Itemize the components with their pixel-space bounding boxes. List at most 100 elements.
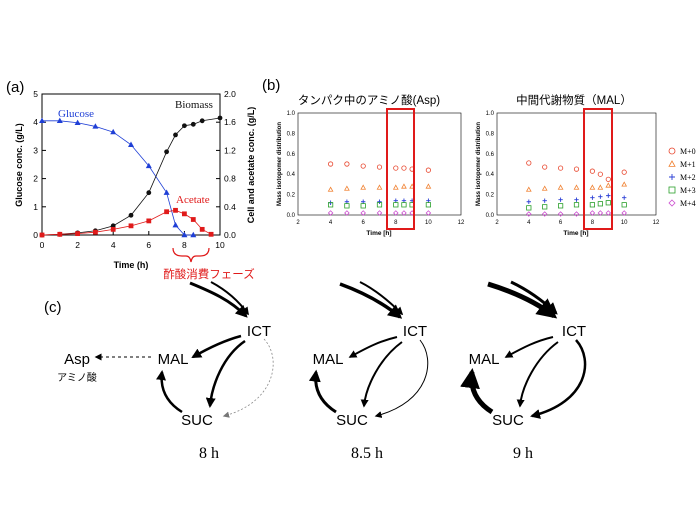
glucose-point xyxy=(128,141,134,147)
mal-x-tick-2: 6 xyxy=(559,220,563,226)
y-right-axis-label: Cell and acetate conc. (g/L) xyxy=(246,107,256,224)
biomass-point xyxy=(182,123,187,129)
m-plus-0-point xyxy=(557,165,564,171)
ict-to-suc-minor-arrow xyxy=(530,339,587,419)
mal-y-tick-3: 0.6 xyxy=(486,152,495,158)
isotopomer-legend: M+0 M+1 M+2 M+3 M+4 xyxy=(668,147,696,208)
asp-x-tick-5: 12 xyxy=(458,220,465,226)
m-plus-0-point xyxy=(360,163,366,169)
m-plus-0-point xyxy=(589,168,596,174)
mal-chart-title: 中間代謝物質（MAL） xyxy=(516,93,632,107)
mal-node: MAL xyxy=(158,351,189,368)
legend-label: M+1 xyxy=(680,160,696,169)
m-plus-4-point xyxy=(327,210,334,216)
glucose-point xyxy=(190,231,197,238)
asp-x-tick-4: 10 xyxy=(425,220,432,226)
asp-y-tick-2: 0.4 xyxy=(287,172,296,178)
mal-y-tick-1: 0.2 xyxy=(486,193,495,199)
asp-y-tick-0: 0.0 xyxy=(287,213,296,219)
legend-label: M+0 xyxy=(680,147,696,156)
asp-subtitle: アミノ酸 xyxy=(57,371,97,384)
m-plus-2-point xyxy=(426,198,431,203)
asp-y-tick-3: 0.6 xyxy=(287,152,296,158)
glucose-line xyxy=(42,120,194,236)
suc-to-mal-arrow xyxy=(460,368,494,415)
asp-y-tick-5: 1.0 xyxy=(287,111,296,117)
y-right-ticks: 0.0 0.4 0.8 1.2 1.6 2.0 xyxy=(216,89,236,240)
phase-annotation: 酢酸消費フェーズ xyxy=(163,267,254,281)
m-plus-1-point xyxy=(344,185,350,191)
m-plus-2-point xyxy=(606,193,611,198)
asp-x-tick-2: 6 xyxy=(362,220,366,226)
y-left-tick-5: 5 xyxy=(33,89,38,99)
m-plus-4-point xyxy=(589,210,596,216)
asp-y-tick-1: 0.2 xyxy=(287,193,296,199)
asp-chart-title: タンパク中のアミノ酸(Asp) xyxy=(298,93,440,107)
m-plus-2-point xyxy=(526,199,531,204)
mal-node: MAL xyxy=(469,351,500,368)
m-plus-1-point xyxy=(392,184,399,190)
panel-b-label: (b) xyxy=(262,77,280,94)
glucose-point xyxy=(172,221,179,228)
legend-label: M+2 xyxy=(680,173,696,182)
asp-x-ticks: 2 4 6 8 10 12 xyxy=(296,220,465,226)
ict-to-suc-arrow xyxy=(205,339,246,408)
m-plus-1-point xyxy=(401,183,407,189)
m-plus-4-point xyxy=(557,211,564,217)
ict-to-mal-arrow xyxy=(504,336,554,358)
mal-highlight-box xyxy=(583,108,613,230)
x-tick-0: 0 xyxy=(40,240,45,250)
m-plus-3-point xyxy=(558,203,564,209)
asp-x-tick-1: 4 xyxy=(329,220,333,226)
m-plus-4-point xyxy=(376,210,383,216)
m-plus-0-point xyxy=(376,164,383,170)
glucose-point xyxy=(181,231,188,238)
acetate-point xyxy=(128,223,134,229)
x-tick-6: 6 xyxy=(146,240,151,250)
m-plus-3-point xyxy=(393,202,399,208)
biomass-point xyxy=(146,190,152,196)
m-plus-2-point xyxy=(542,198,547,203)
ict-node: ICT xyxy=(562,323,586,340)
m-plus-4-point xyxy=(621,210,627,216)
legend-m-plus-2-icon xyxy=(669,174,675,180)
mal-x-axis-label: Time [h] xyxy=(563,230,588,237)
ict-node: ICT xyxy=(247,323,271,340)
m-plus-1-point xyxy=(573,184,580,190)
suc-to-mal-arrow xyxy=(308,369,337,414)
m-plus-4-point xyxy=(597,210,604,216)
m-plus-1-point xyxy=(525,186,532,192)
y-left-tick-2: 2 xyxy=(33,174,38,184)
panel-c-label: (c) xyxy=(44,299,62,316)
m-plus-1-point xyxy=(621,181,628,187)
time-label-8-5h: 8.5 h xyxy=(351,445,383,462)
asp-node: Asp xyxy=(64,351,90,368)
m-plus-4-point xyxy=(526,211,532,217)
mal-y-tick-2: 0.4 xyxy=(486,172,495,178)
suc-node: SUC xyxy=(492,412,524,429)
legend-m-plus-1-icon xyxy=(668,160,676,167)
m-plus-1-point xyxy=(327,186,334,192)
glucose-point xyxy=(56,117,63,123)
y-right-tick-0: 0.0 xyxy=(224,230,236,240)
m-plus-3-point xyxy=(425,202,432,208)
m-plus-0-point xyxy=(425,167,431,173)
acetate-point xyxy=(110,226,116,232)
m-plus-3-point xyxy=(344,203,350,209)
panel-c: (c) Asp アミノ酸 ICT MAL SUC 8 h ICT MAL xyxy=(44,280,587,462)
acetate-point xyxy=(39,232,45,238)
panel-a-series xyxy=(39,115,223,238)
m-plus-1-point xyxy=(589,184,596,190)
asp-x-tick-3: 8 xyxy=(394,220,398,226)
glucose-point xyxy=(145,162,152,169)
biomass-point xyxy=(190,121,196,127)
asp-y-ticks: 0.0 0.2 0.4 0.6 0.8 1.0 xyxy=(287,111,296,219)
m-plus-2-point xyxy=(590,195,595,200)
acetate-point xyxy=(146,218,152,224)
m-plus-4-point xyxy=(425,210,432,216)
suc-node: SUC xyxy=(336,412,368,429)
y-left-tick-0: 0 xyxy=(33,230,38,240)
m-plus-1-point xyxy=(605,182,612,188)
panel-a-label: (a) xyxy=(6,79,24,96)
m-plus-4-point xyxy=(541,211,548,217)
